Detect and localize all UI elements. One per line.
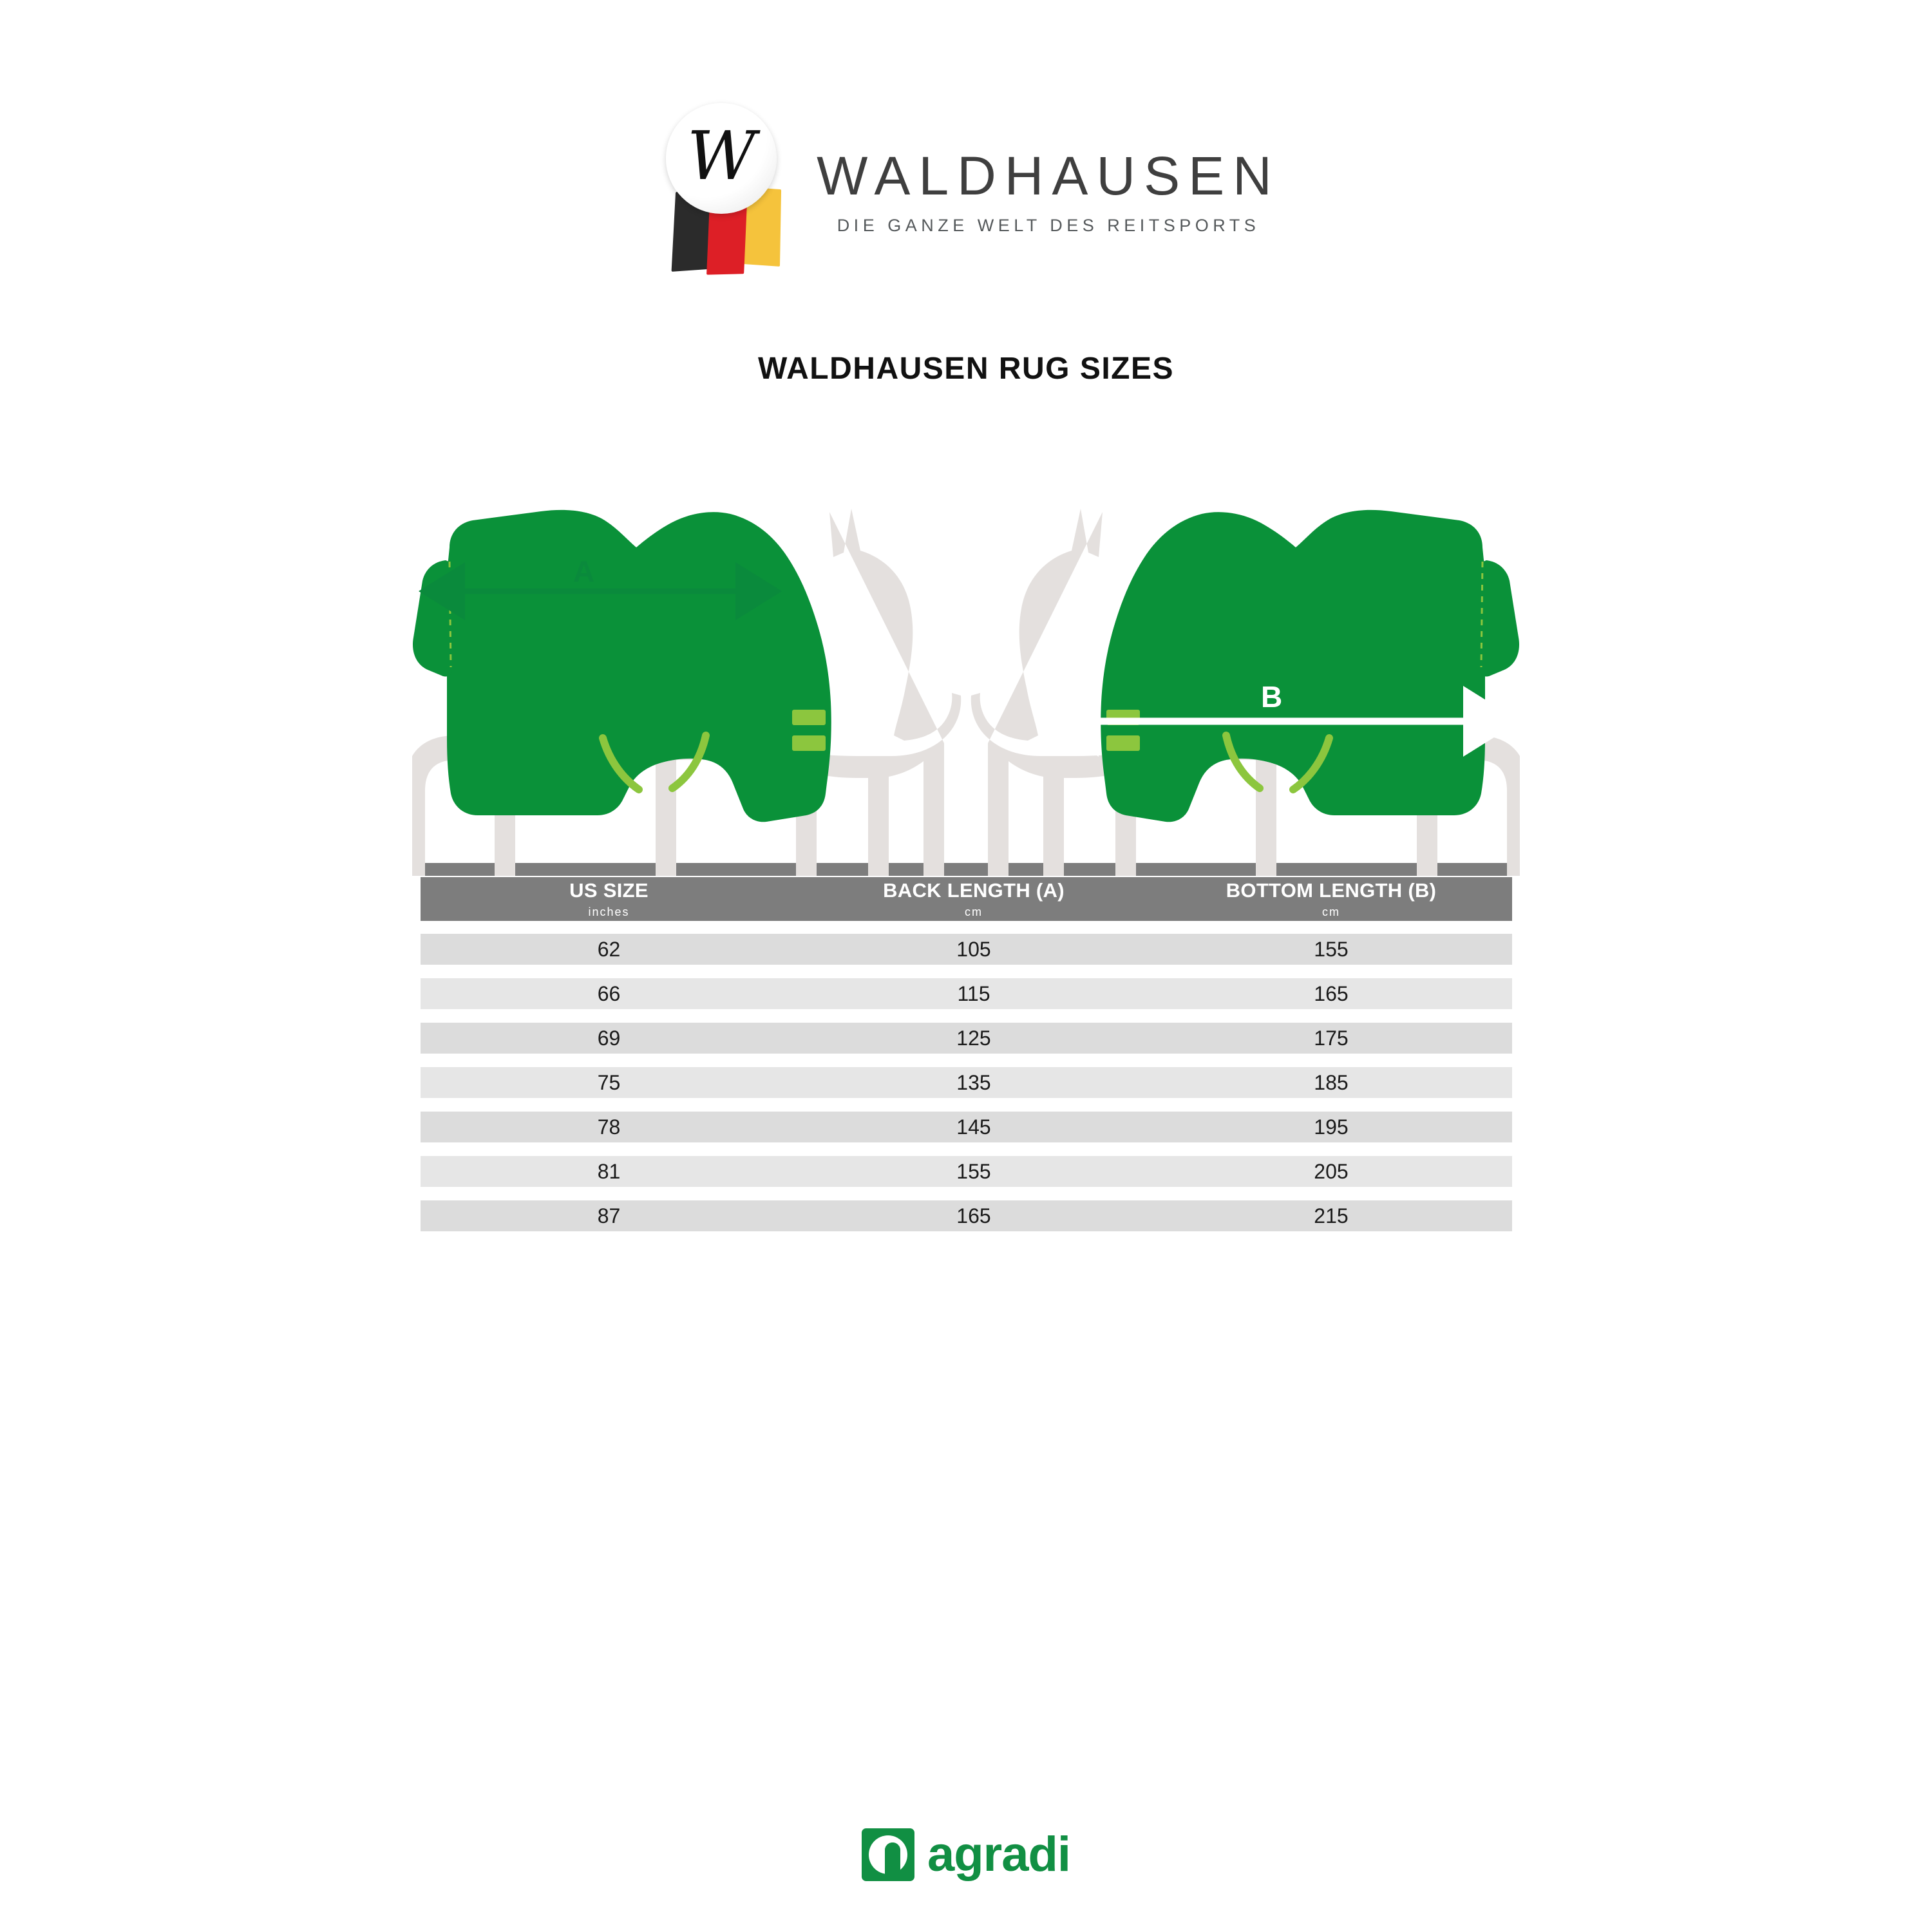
brand-tagline: DIE GANZE WELT DES REITSPORTS [837,215,1260,235]
cell-us-size: 78 [597,1115,621,1139]
brand-header: W WALDHAUSEN DIE GANZE WELT DES REITSPOR… [0,97,1932,283]
rug-right [1101,510,1519,822]
medallion-disc-icon: W [666,103,777,214]
cell-bottom-length: 175 [1314,1026,1349,1050]
table-header-bottom-length-title: BOTTOM LENGTH (B) [1226,879,1437,902]
table-header-row: US SIZE inches BACK LENGTH (A) cm BOTTOM… [421,877,1512,921]
table-header-bottom-length: BOTTOM LENGTH (B) cm [1150,877,1512,921]
cell-back-length: 115 [957,981,990,1005]
table-header-back-length: BACK LENGTH (A) cm [797,877,1150,921]
brand-name: WALDHAUSEN [817,145,1280,206]
cell-back-length: 165 [956,1204,991,1227]
cell-back-length: 125 [956,1026,991,1050]
table-header-bottom-length-unit: cm [1322,905,1340,918]
cell-us-size: 62 [597,937,621,961]
cell-back-length: 145 [956,1115,991,1139]
rug-left [413,510,831,822]
agradi-mark-icon [861,1828,914,1881]
dimension-label-b: B [1261,680,1283,714]
medallion-letter: W [687,117,756,195]
cell-bottom-length: 195 [1314,1115,1349,1139]
table-header-back-length-unit: cm [965,905,983,918]
rug-measurement-illustration [412,451,1520,876]
table-row: 75 135 185 [421,1067,1512,1098]
cell-us-size: 69 [597,1026,621,1050]
cell-us-size: 66 [597,981,621,1005]
table-row: 81 155 205 [421,1156,1512,1187]
waldhausen-medallion-logo: W [652,103,800,277]
table-header-us-size: US SIZE inches [421,877,797,921]
cell-us-size: 81 [597,1159,621,1183]
table-row: 62 105 155 [421,934,1512,965]
agradi-wordmark: agradi [927,1827,1071,1882]
cell-back-length: 155 [956,1159,991,1183]
brand-wordmark: WALDHAUSEN DIE GANZE WELT DES REITSPORTS [817,146,1280,234]
agradi-footer-logo: agradi [0,1816,1932,1893]
cell-back-length: 135 [956,1070,991,1094]
cell-bottom-length: 205 [1314,1159,1349,1183]
cell-bottom-length: 185 [1314,1070,1349,1094]
cell-bottom-length: 165 [1314,981,1349,1005]
page-title: WALDHAUSEN RUG SIZES [757,352,1175,386]
table-header-us-size-title: US SIZE [569,879,649,902]
table-row: 69 125 175 [421,1023,1512,1054]
dimension-label-a: A [573,554,596,588]
agradi-mark-stem [884,1842,900,1881]
cell-bottom-length: 215 [1314,1204,1349,1227]
cell-us-size: 75 [597,1070,621,1094]
cell-us-size: 87 [597,1204,621,1227]
size-table: US SIZE inches BACK LENGTH (A) cm BOTTOM… [421,877,1512,1245]
table-row: 87 165 215 [421,1200,1512,1231]
cell-back-length: 105 [956,937,991,961]
table-row: 66 115 165 [421,978,1512,1009]
table-header-back-length-title: BACK LENGTH (A) [883,879,1065,902]
table-header-us-size-unit: inches [588,905,630,918]
table-row: 78 145 195 [421,1112,1512,1142]
cell-bottom-length: 155 [1314,937,1349,961]
